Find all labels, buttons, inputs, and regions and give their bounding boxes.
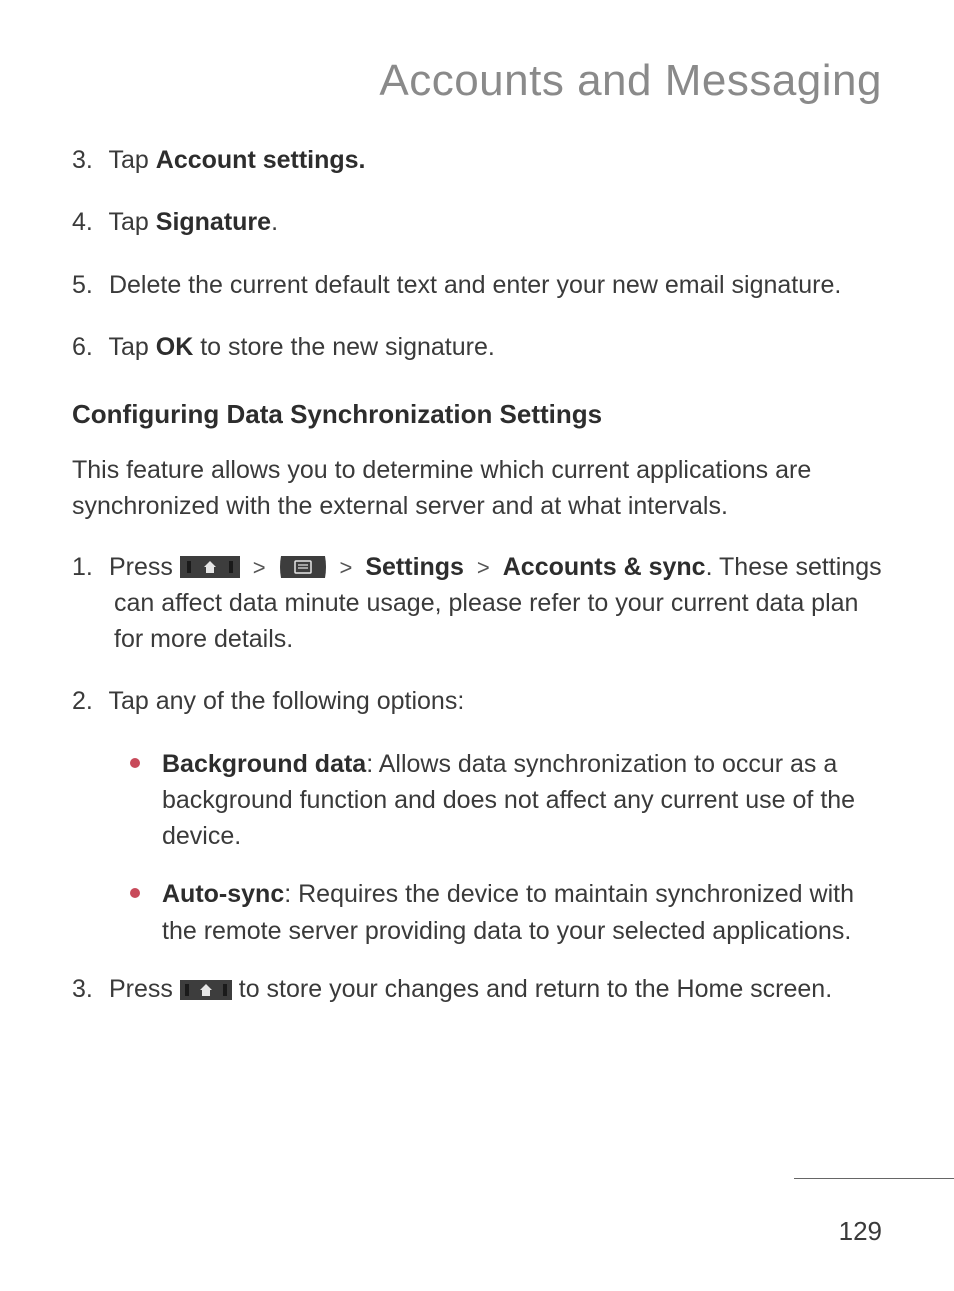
breadcrumb-separator: > — [334, 555, 359, 580]
step-text-tail: to store your changes and return to the … — [239, 975, 832, 1003]
step-text: Tap any of the following options: — [109, 687, 465, 715]
breadcrumb-separator: > — [247, 555, 272, 580]
home-key-icon — [180, 980, 232, 1000]
step-number: 6. — [72, 329, 102, 365]
page-title: Accounts and Messaging — [72, 56, 882, 106]
bold-background-data: Background data — [162, 750, 366, 778]
sync-step-1: 1. Press > > Settings > Accounts & sync.… — [72, 549, 882, 658]
bold-signature: Signature — [156, 208, 271, 236]
step-number: 3. — [72, 142, 102, 178]
step-number: 4. — [72, 204, 102, 240]
sync-step-2: 2. Tap any of the following options: — [72, 683, 882, 719]
step-text: Press — [109, 553, 180, 581]
step-text-tail: . — [271, 208, 278, 236]
step-4: 4. Tap Signature. — [72, 204, 882, 240]
section-heading: Configuring Data Synchronization Setting… — [72, 399, 882, 430]
step-6: 6. Tap OK to store the new signature. — [72, 329, 882, 365]
step-number: 1. — [72, 549, 102, 585]
options-list: Background data: Allows data synchroniza… — [130, 746, 882, 949]
breadcrumb-separator: > — [471, 555, 496, 580]
step-text: Tap — [109, 208, 156, 236]
bold-account-settings: Account settings. — [156, 146, 366, 174]
step-text-tail: to store the new signature. — [193, 333, 495, 361]
step-text: Delete the current default text and ente… — [109, 271, 841, 299]
list-item-auto-sync: Auto-sync: Requires the device to mainta… — [130, 876, 882, 949]
sync-step-3: 3. Press to store your changes and retur… — [72, 971, 882, 1007]
menu-key-icon — [279, 556, 327, 578]
section-intro: This feature allows you to determine whi… — [72, 452, 882, 525]
page-number: 129 — [839, 1216, 882, 1247]
step-number: 3. — [72, 971, 102, 1007]
manual-page: Accounts and Messaging 3. Tap Account se… — [0, 0, 954, 1291]
step-text: Tap — [109, 146, 156, 174]
list-item-background-data: Background data: Allows data synchroniza… — [130, 746, 882, 855]
step-text: Tap — [109, 333, 156, 361]
bold-auto-sync: Auto-sync — [162, 880, 284, 908]
bold-ok: OK — [156, 333, 194, 361]
bold-accounts-sync: Accounts & sync — [503, 553, 706, 581]
step-number: 2. — [72, 683, 102, 719]
step-5: 5. Delete the current default text and e… — [72, 267, 882, 303]
step-3: 3. Tap Account settings. — [72, 142, 882, 178]
step-number: 5. — [72, 267, 102, 303]
bold-settings: Settings — [365, 553, 464, 581]
home-key-icon — [180, 556, 240, 578]
footer-rule — [794, 1178, 954, 1179]
step-text: Press — [109, 975, 180, 1003]
